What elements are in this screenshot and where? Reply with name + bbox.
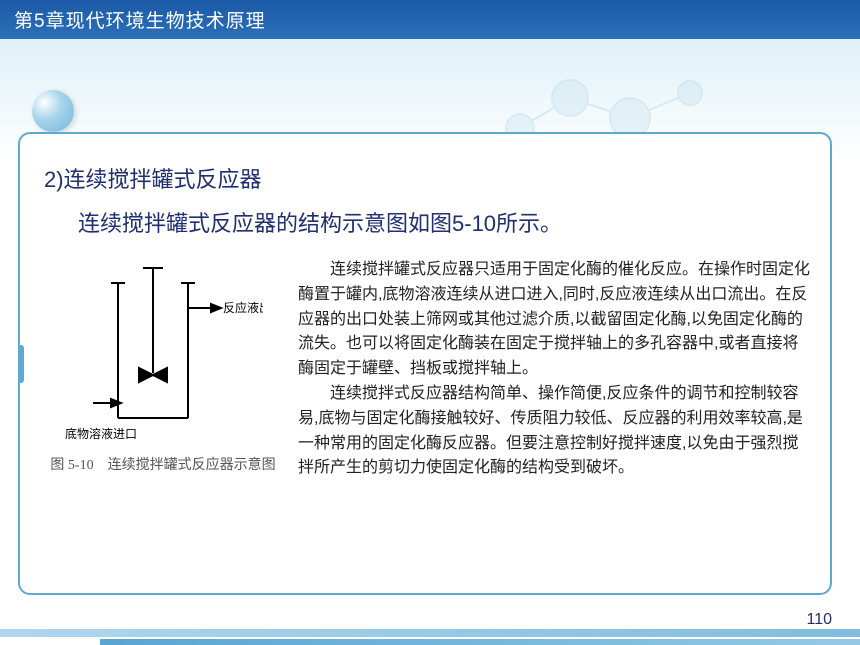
content-frame: 2)连续搅拌罐式反应器 连续搅拌罐式反应器的结构示意图如图5-10所示。: [18, 132, 832, 595]
body-row: 反应液出口 底物溶液进口 图 5-10 连续搅拌罐式反应器示意图 连续搅拌罐式反…: [38, 258, 812, 481]
diagram-caption: 图 5-10 连续搅拌罐式反应器示意图: [50, 454, 275, 474]
footer-line-2: [100, 639, 860, 645]
section-intro: 连续搅拌罐式反应器的结构示意图如图5-10所示。: [78, 206, 812, 238]
outlet-label: 反应液出口: [223, 300, 263, 315]
section-heading: 2)连续搅拌罐式反应器: [44, 162, 812, 194]
chapter-header: 第5章现代环境生物技术原理: [0, 0, 860, 39]
text-column: 连续搅拌罐式反应器只适用于固定化酶的催化反应。在操作时固定化酶置于罐内,底物溶液…: [298, 258, 812, 481]
reactor-diagram: 反应液出口 底物溶液进口: [63, 258, 263, 448]
diagram-column: 反应液出口 底物溶液进口 图 5-10 连续搅拌罐式反应器示意图: [38, 258, 288, 481]
paragraph-2: 连续搅拌式反应器结构简单、操作简便,反应条件的调节和控制较容易,底物与固定化酶接…: [298, 382, 812, 481]
page-number: 110: [806, 611, 832, 629]
paragraph-1: 连续搅拌罐式反应器只适用于固定化酶的催化反应。在操作时固定化酶置于罐内,底物溶液…: [298, 258, 812, 382]
chapter-title: 第5章现代环境生物技术原理: [14, 11, 266, 32]
footer-line: [0, 629, 860, 637]
frame-accent: [18, 345, 24, 383]
inlet-label: 底物溶液进口: [65, 426, 137, 441]
header-decoration: [0, 38, 860, 118]
sphere-icon: [32, 90, 74, 132]
